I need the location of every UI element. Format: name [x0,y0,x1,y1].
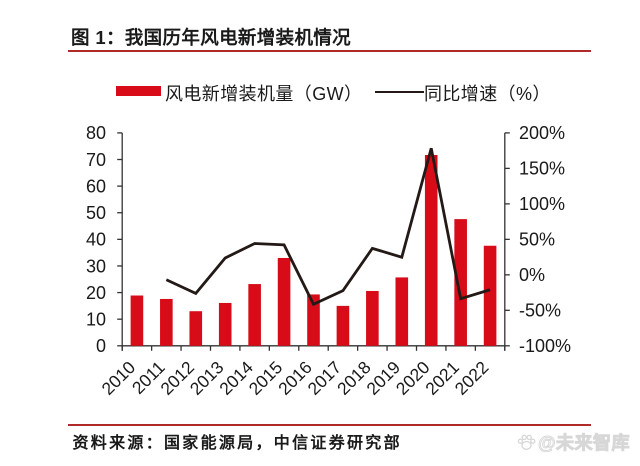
legend-bar-label: 风电新增装机量（GW） [165,84,363,104]
bar-2018 [366,290,379,346]
bar-2011 [160,298,173,346]
legend-line-swatch [374,90,424,94]
legend-bar-swatch [115,85,161,96]
bar-2012 [189,311,203,346]
bar-2021 [454,219,467,346]
left-axis-label: 10 [86,309,106,329]
bar-2022 [483,245,497,346]
bar-2019 [395,277,409,346]
bar-2016 [307,294,320,346]
paw-icon-shape [517,434,536,450]
left-axis-label: 50 [86,203,106,223]
right-axis-label: -100% [519,336,571,356]
right-axis-label: 150% [519,159,565,179]
left-axis-label: 40 [86,230,106,250]
right-axis-label: 0% [519,265,545,285]
title-rule [68,50,591,52]
bar-2014 [248,284,261,346]
watermark-text: @未来智库 [537,433,630,454]
source-rule [68,424,591,426]
left-axis-label: 30 [86,256,106,276]
right-axis-label: 50% [519,230,555,250]
left-axis-label: 0 [96,336,106,356]
bar-2020 [424,154,438,346]
bar-2015 [277,257,291,346]
right-axis-label: 100% [519,194,565,214]
watermark: @未来智库 [517,430,630,454]
left-axis-label: 80 [86,123,106,143]
figure-title: 图 1：我国历年风电新增装机情况 [71,27,352,48]
left-axis-label: 70 [86,150,106,170]
paw-icon [517,434,536,450]
bar-2010 [130,295,144,346]
legend-line-label: 同比增速（%） [424,84,551,104]
right-axis-label: 200% [519,123,565,143]
x-axis-year-label: 2022 [451,357,493,399]
right-axis-label: -50% [519,301,561,321]
left-axis-label: 20 [86,283,106,303]
bar-2013 [218,302,232,346]
left-axis-label: 60 [86,176,106,196]
bar-2017 [336,305,350,346]
source-text: 资料来源：国家能源局，中信证券研究部 [72,435,402,452]
growth-line [165,147,491,307]
